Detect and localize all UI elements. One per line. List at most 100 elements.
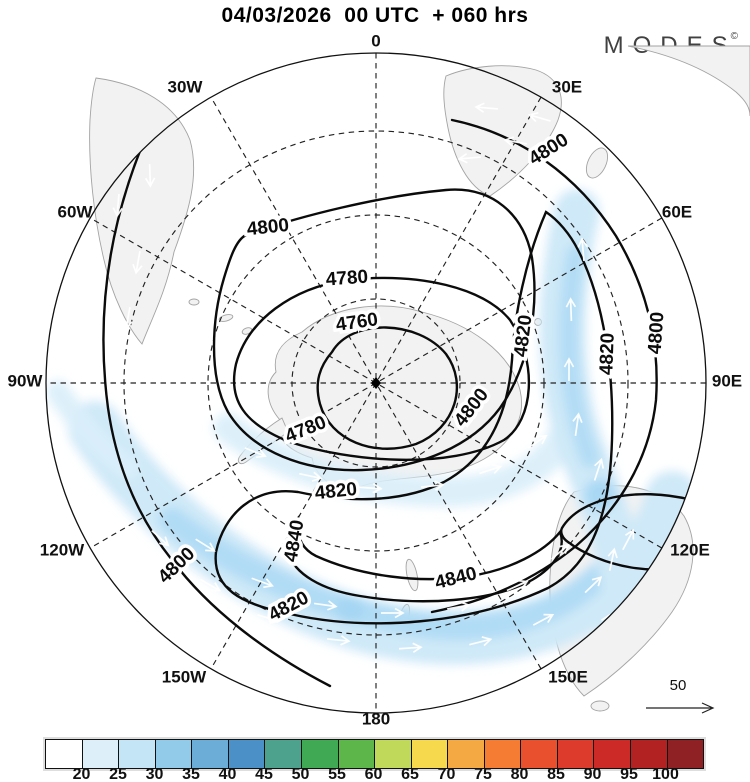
- wind-arrow: [506, 579, 529, 592]
- colorbar-cell: [228, 740, 266, 768]
- wind-arrow: [132, 251, 143, 275]
- africa-corner-land: [627, 45, 750, 117]
- wind-arrow: [420, 480, 445, 491]
- wind-arrow: [565, 297, 577, 322]
- wind-arrow: [144, 163, 156, 188]
- wind-arrow: [527, 434, 548, 449]
- colorbar-tick-label: 30: [145, 766, 164, 782]
- contour-4800-inner: [212, 188, 536, 472]
- wind-arrow: [572, 412, 583, 437]
- colorbar-cell: [338, 740, 376, 768]
- colorbar-cell: [667, 740, 704, 768]
- colorbar-cell: [411, 740, 449, 768]
- wind-arrow: [358, 483, 383, 494]
- colorbar-cell: [82, 740, 120, 768]
- wind-arrow: [607, 547, 618, 571]
- wind-arrow: [584, 576, 603, 594]
- wind-arrow: [251, 577, 274, 589]
- contour-4800-east: [430, 118, 658, 614]
- island: [188, 298, 200, 306]
- colorbar-tick-label: 35: [182, 766, 200, 782]
- wind-arrow: [122, 307, 133, 331]
- meridian-label: 90E: [712, 371, 742, 390]
- colorbar-tick-label: 20: [72, 766, 91, 782]
- colorbar-cell: [46, 740, 83, 768]
- contour-label: 4840: [281, 518, 309, 563]
- wind-arrow: [112, 193, 123, 218]
- contour-label: 4800: [246, 215, 290, 240]
- colorbar-cell: [557, 740, 595, 768]
- wind-reference-arrow: [646, 702, 715, 714]
- africa-land: [443, 65, 562, 197]
- south-america-land: [89, 77, 195, 345]
- colorbar-cell: [631, 740, 668, 768]
- contour-4800-west: [102, 144, 332, 688]
- meridian-label: 60E: [662, 202, 692, 221]
- meridian-labels: 0 30E 60E 90E 120E 150E 180 150W 120W 90W 60W 30W: [8, 31, 743, 728]
- meridian-label: 90W: [8, 371, 44, 390]
- wind-arrow: [503, 136, 527, 147]
- contour-4820: [214, 210, 614, 625]
- copyright-mark: ©: [730, 31, 738, 42]
- wind-arrow: [381, 607, 405, 619]
- shading-band-bottom-core: [159, 507, 611, 641]
- wind-arrow: [457, 153, 482, 164]
- wind-arrow: [593, 457, 605, 481]
- shading-band-inner: [213, 413, 577, 508]
- colorbar-tick-label: 100: [652, 766, 679, 782]
- colorbar-cell: [119, 740, 156, 768]
- colorbar-tick-label: 95: [620, 766, 638, 782]
- colorbar-tick-label: 25: [109, 766, 127, 782]
- pole-marker: [371, 377, 381, 389]
- chart-title: 04/03/2026 00 UTC + 060 hrs: [221, 4, 529, 27]
- colorbar: [45, 739, 704, 769]
- colorbar-tick-label: 55: [328, 766, 346, 782]
- colorbar-tick-label: 75: [474, 766, 492, 782]
- contour-label: 4780: [325, 267, 369, 291]
- wind-arrow: [551, 543, 570, 560]
- colorbar-cell: [301, 740, 339, 768]
- wind-reference-value: 50: [670, 677, 687, 694]
- meridian-label: 150E: [548, 667, 588, 686]
- contour-label: 4820: [596, 332, 618, 375]
- wind-arrow: [527, 112, 551, 123]
- colorbar-cell: [155, 740, 193, 768]
- colorbar-cell: [484, 740, 522, 768]
- height-contours: [102, 118, 706, 688]
- map-boundary-circle: [45, 52, 707, 714]
- wind-arrow: [313, 600, 338, 611]
- madagascar-land: [585, 147, 609, 179]
- meridian-label: 0: [371, 31, 380, 50]
- wind-arrow: [151, 530, 170, 547]
- contour-label: 4840: [433, 563, 479, 594]
- wind-arrow: [474, 102, 499, 113]
- contour-label: 4820: [314, 479, 358, 504]
- wind-arrow: [563, 357, 575, 381]
- meridian-label: 60W: [58, 202, 94, 221]
- colorbar-tick-label: 85: [547, 766, 565, 782]
- colorbar-tick-label: 70: [437, 766, 456, 782]
- contour-4840-east: [560, 493, 706, 571]
- wind-arrow: [257, 613, 281, 624]
- contour-label: 4820: [511, 314, 537, 359]
- island: [218, 314, 234, 322]
- wind-arrow: [622, 528, 635, 551]
- meridian-label: 150W: [162, 667, 207, 686]
- wind-arrow: [195, 538, 216, 552]
- colorbar-tick-label: 80: [510, 766, 529, 782]
- colorbar-tick-label: 90: [583, 766, 602, 782]
- wind-arrow: [398, 642, 423, 653]
- colorbar-tick-label: 45: [255, 766, 273, 782]
- meridian-label: 180: [362, 709, 390, 728]
- colorbar-tick-label: 65: [401, 766, 419, 782]
- colorbar-cell: [521, 740, 558, 768]
- contour-4840: [286, 514, 563, 603]
- island: [241, 327, 253, 335]
- contour-4760: [316, 326, 459, 450]
- colorbar-tick-label: 60: [364, 766, 383, 782]
- wind-arrow: [469, 636, 493, 647]
- colorbar-tick-label: 40: [218, 766, 237, 782]
- wind-arrow: [200, 578, 222, 592]
